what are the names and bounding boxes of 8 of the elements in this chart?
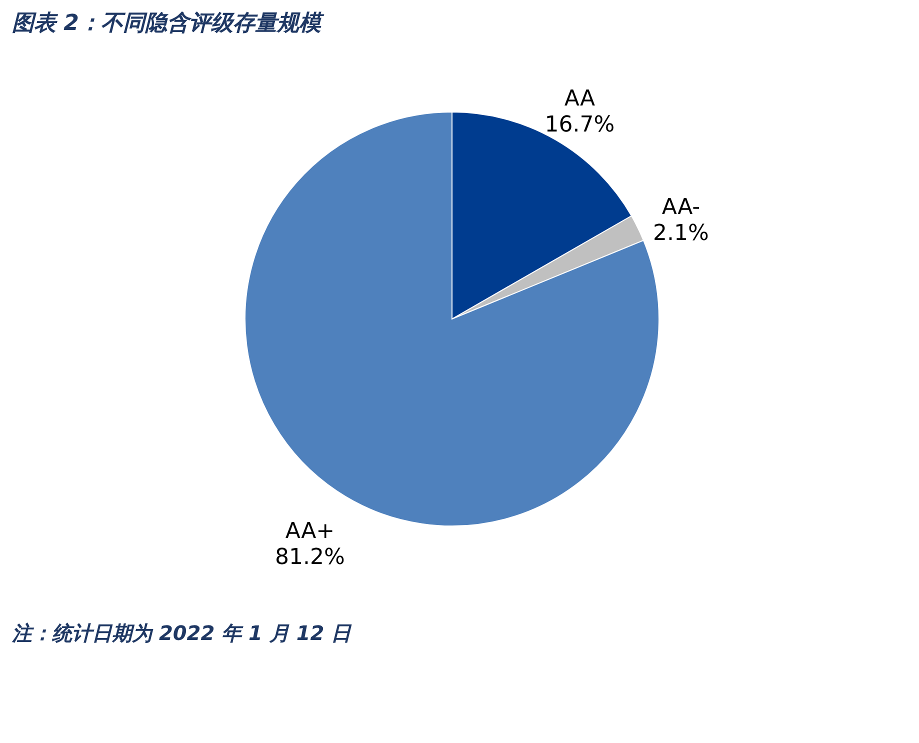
- slice-label: AA+: [285, 518, 335, 544]
- slice-label: AA: [564, 86, 596, 112]
- data-label: 81.2%: [275, 544, 345, 570]
- chart-title: 图表 2：不同隐含评级存量规模: [12, 11, 325, 36]
- data-label: 2.1%: [653, 220, 709, 246]
- slice-label: AA-: [662, 194, 700, 220]
- text: 注：统计日期为 2022 年 1 月 12 日: [11, 621, 352, 645]
- data-label: 16.7%: [544, 112, 615, 138]
